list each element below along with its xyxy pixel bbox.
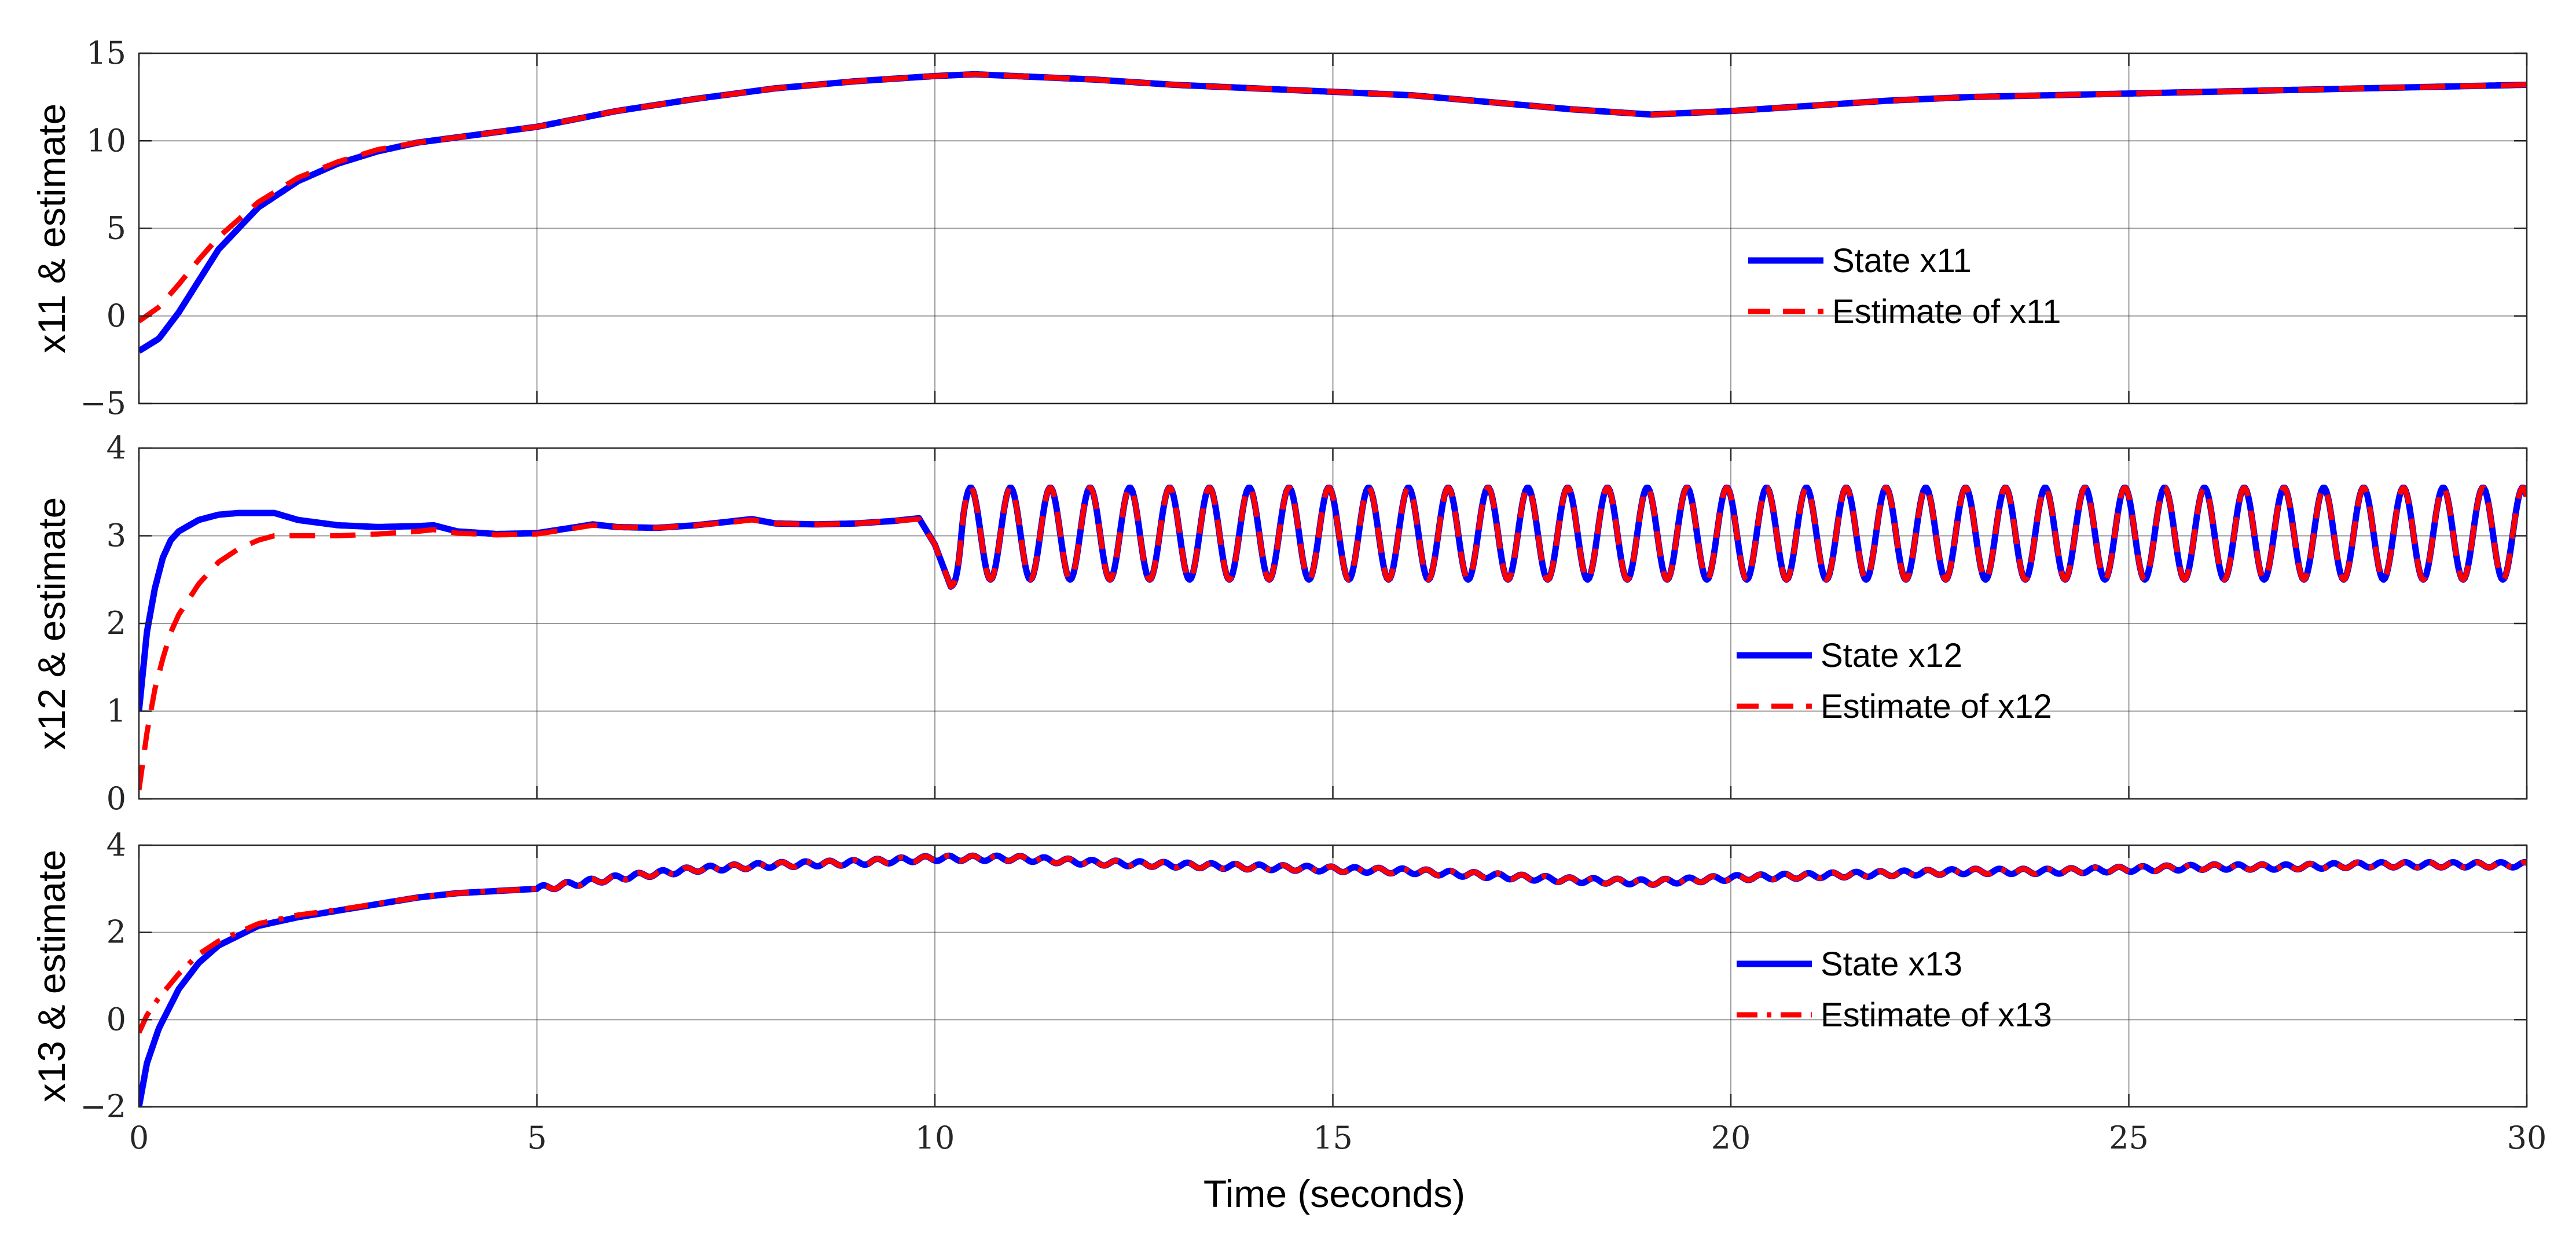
x-tick-label: 30 — [2507, 1120, 2547, 1156]
x-tick-label: 5 — [527, 1120, 546, 1156]
series-line-estimate-of-x11 — [139, 71, 2527, 324]
series-line-estimate-of-x13 — [139, 853, 2527, 1034]
series-line-estimate-of-x12 — [139, 485, 2527, 791]
legend-label: State x13 — [1821, 945, 1962, 983]
y-tick-label: 5 — [107, 210, 126, 247]
legend-label: Estimate of x13 — [1821, 996, 2052, 1034]
legend: State x12 Estimate of x12 — [1737, 637, 2052, 725]
y-tick-label: 3 — [107, 518, 126, 554]
legend: State x11 Estimate of x11 — [1748, 242, 2061, 331]
y-tick-label: 1 — [107, 693, 126, 729]
subplot-2: 0 1 2 3 4 x12 & estimate State x12 Estimate of … — [30, 430, 2528, 817]
y-tick-label: −5 — [80, 385, 126, 421]
legend-label: State x12 — [1821, 637, 1962, 674]
legend: State x13 Estimate of x13 — [1737, 945, 2052, 1034]
y-tick-label: 15 — [86, 35, 126, 71]
y-tick-label: 0 — [107, 1001, 126, 1037]
x-tick-label: 25 — [2109, 1120, 2149, 1156]
x-tick-label: 15 — [1313, 1120, 1353, 1156]
y-tick-label: 4 — [107, 430, 126, 466]
y-tick-label: −2 — [80, 1088, 126, 1125]
y-tick-label: 0 — [107, 780, 126, 817]
x-tick-label: 0 — [129, 1120, 149, 1156]
y-tick-label: 10 — [86, 122, 126, 159]
legend-label: State x11 — [1832, 242, 1972, 280]
x-axis-label: Time (seconds) — [1203, 1172, 1465, 1215]
y-tick-label: 0 — [107, 298, 126, 334]
x-tick-label: 10 — [915, 1120, 955, 1156]
y-axis-label: x13 & estimate — [30, 850, 73, 1103]
legend-label: Estimate of x11 — [1832, 293, 2061, 331]
x-tick-label: 20 — [1711, 1120, 1751, 1156]
y-tick-label: 2 — [107, 605, 126, 641]
y-axis-label: x11 & estimate — [30, 104, 73, 354]
legend-label: Estimate of x12 — [1821, 688, 2052, 725]
y-tick-label: 2 — [107, 914, 126, 951]
subplot-1: −5 0 5 10 15 x11 & estimate State x11 Estimate … — [30, 35, 2528, 421]
y-tick-label: 4 — [107, 827, 126, 863]
y-axis-label: x12 & estimate — [30, 497, 73, 750]
